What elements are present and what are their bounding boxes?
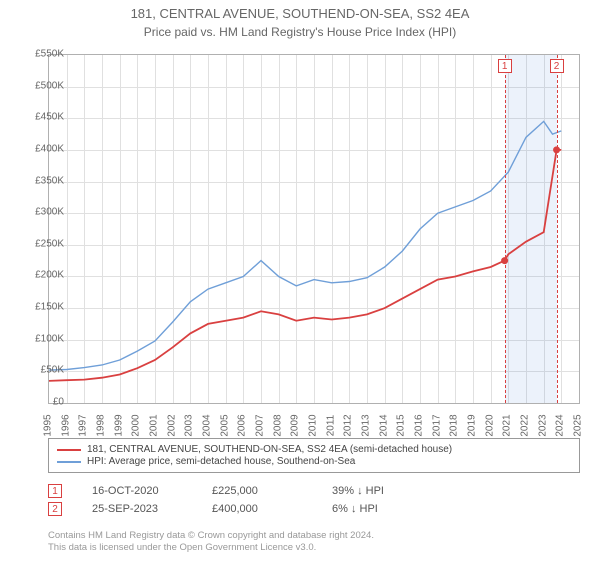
x-axis-label: 2024 (555, 411, 566, 441)
legend-swatch-2 (57, 461, 81, 463)
x-axis-label: 2012 (343, 411, 354, 441)
event-delta: 6% ↓ HPI (332, 503, 422, 515)
event-row: 2 25-SEP-2023 £400,000 6% ↓ HPI (48, 502, 580, 516)
license-line-2: This data is licensed under the Open Gov… (48, 542, 374, 554)
x-axis-label: 2014 (378, 411, 389, 441)
legend-label-2: HPI: Average price, semi-detached house,… (87, 456, 355, 467)
legend-label-1: 181, CENTRAL AVENUE, SOUTHEND-ON-SEA, SS… (87, 444, 452, 455)
chart-marker: 2 (550, 59, 564, 73)
license-text: Contains HM Land Registry data © Crown c… (48, 530, 374, 555)
chart-marker: 1 (498, 59, 512, 73)
x-axis-label: 2011 (325, 411, 336, 441)
x-axis-label: 2007 (255, 411, 266, 441)
event-marker: 1 (48, 484, 62, 498)
x-axis-label: 2002 (166, 411, 177, 441)
x-axis-label: 2000 (131, 411, 142, 441)
event-date: 25-SEP-2023 (92, 503, 182, 515)
y-axis-label: £250K (14, 238, 64, 249)
x-axis-label: 2015 (396, 411, 407, 441)
chart-subtitle: Price paid vs. HM Land Registry's House … (0, 25, 600, 39)
y-axis-label: £300K (14, 207, 64, 218)
x-axis-label: 2003 (184, 411, 195, 441)
y-axis-label: £0 (14, 397, 64, 408)
x-axis-label: 2016 (414, 411, 425, 441)
x-axis-label: 2013 (361, 411, 372, 441)
x-axis-label: 2017 (431, 411, 442, 441)
event-date: 16-OCT-2020 (92, 485, 182, 497)
y-axis-label: £100K (14, 333, 64, 344)
event-delta: 39% ↓ HPI (332, 485, 422, 497)
x-axis-label: 2005 (219, 411, 230, 441)
y-axis-label: £150K (14, 302, 64, 313)
y-axis-label: £550K (14, 49, 64, 60)
y-axis-label: £450K (14, 112, 64, 123)
x-axis-label: 1995 (43, 411, 54, 441)
y-axis-label: £200K (14, 270, 64, 281)
legend-swatch-1 (57, 449, 81, 451)
x-axis-label: 2021 (502, 411, 513, 441)
x-axis-label: 2010 (308, 411, 319, 441)
events-table: 1 16-OCT-2020 £225,000 39% ↓ HPI 2 25-SEP-202… (48, 480, 580, 520)
legend-item-2: HPI: Average price, semi-detached house,… (57, 456, 571, 467)
plot-area: 12 (48, 54, 580, 404)
chart-svg (49, 55, 579, 403)
x-axis-label: 1996 (60, 411, 71, 441)
y-axis-label: £350K (14, 175, 64, 186)
x-axis-label: 2022 (520, 411, 531, 441)
x-axis-label: 2006 (237, 411, 248, 441)
x-axis-label: 2001 (149, 411, 160, 441)
x-axis-label: 1999 (113, 411, 124, 441)
x-axis-label: 2009 (290, 411, 301, 441)
event-marker: 2 (48, 502, 62, 516)
legend: 181, CENTRAL AVENUE, SOUTHEND-ON-SEA, SS… (48, 438, 580, 473)
x-axis-label: 2019 (467, 411, 478, 441)
y-axis-label: £400K (14, 143, 64, 154)
x-axis-label: 1998 (96, 411, 107, 441)
legend-item-1: 181, CENTRAL AVENUE, SOUTHEND-ON-SEA, SS… (57, 444, 571, 455)
x-axis-label: 2020 (484, 411, 495, 441)
x-axis-label: 2023 (537, 411, 548, 441)
license-line-1: Contains HM Land Registry data © Crown c… (48, 530, 374, 542)
event-row: 1 16-OCT-2020 £225,000 39% ↓ HPI (48, 484, 580, 498)
x-axis-label: 2004 (202, 411, 213, 441)
event-price: £225,000 (212, 485, 302, 497)
x-axis-label: 2025 (573, 411, 584, 441)
y-axis-label: £500K (14, 80, 64, 91)
y-axis-label: £50K (14, 365, 64, 376)
x-axis-label: 2008 (272, 411, 283, 441)
chart-container: 181, CENTRAL AVENUE, SOUTHEND-ON-SEA, SS… (0, 6, 600, 566)
chart-title: 181, CENTRAL AVENUE, SOUTHEND-ON-SEA, SS… (0, 6, 600, 23)
x-axis-label: 1997 (78, 411, 89, 441)
event-price: £400,000 (212, 503, 302, 515)
x-axis-label: 2018 (449, 411, 460, 441)
